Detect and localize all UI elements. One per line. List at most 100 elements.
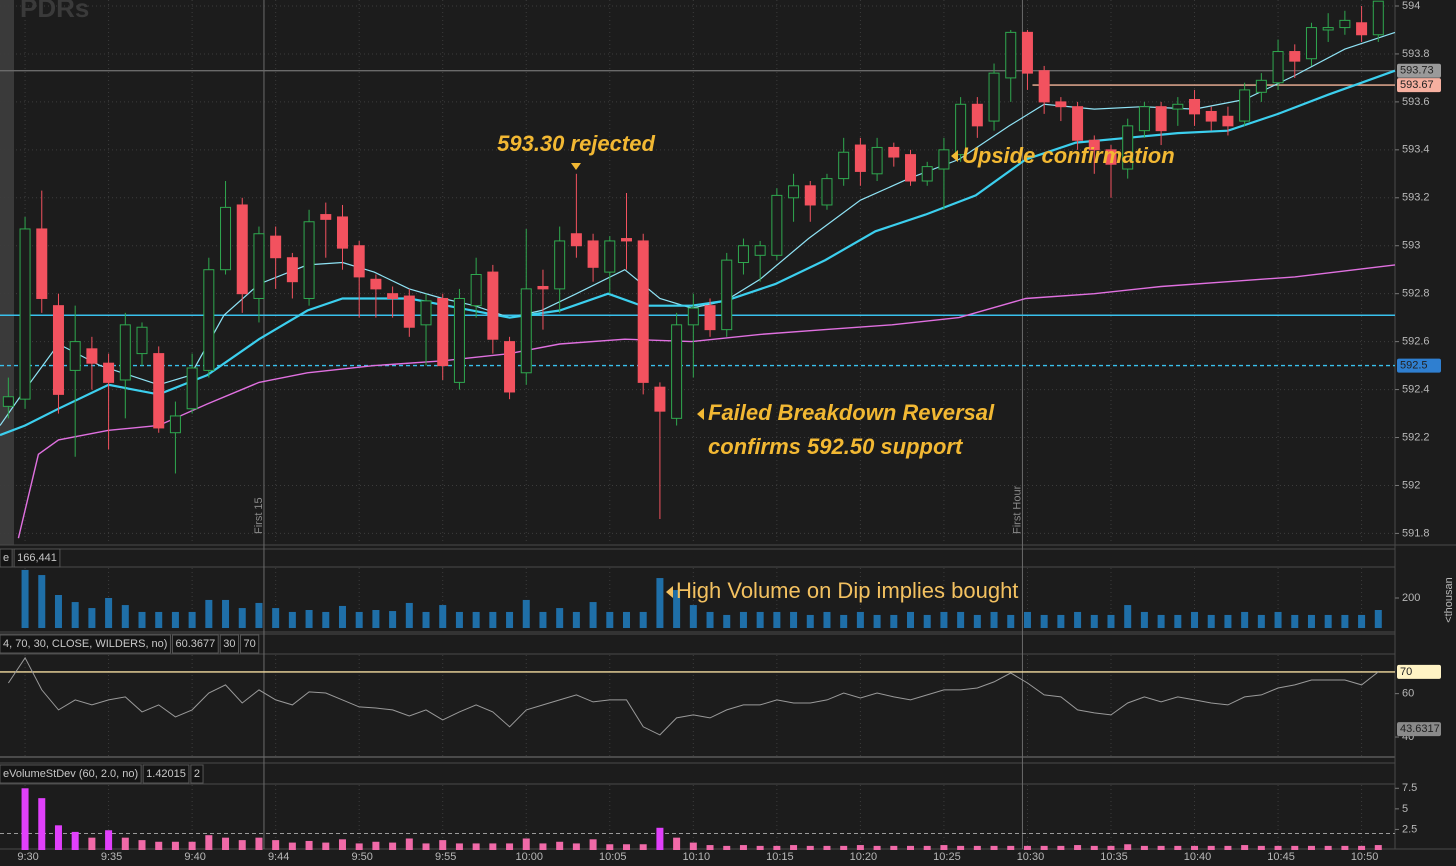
- header-text: 1.42015: [146, 768, 186, 780]
- candle-body: [704, 305, 716, 331]
- bar: [1341, 845, 1349, 850]
- bar: [54, 825, 62, 850]
- bar: [823, 611, 831, 628]
- header-cell: [219, 634, 239, 654]
- bar: [171, 841, 179, 850]
- candle-body: [69, 341, 81, 371]
- bar: [71, 831, 79, 850]
- candle-body: [286, 257, 298, 283]
- y-tick-label: 593.6: [1402, 96, 1430, 108]
- annotation: High Volume on Dip implies bought: [676, 578, 1018, 603]
- header-cell: [171, 634, 219, 654]
- bar: [222, 837, 230, 850]
- candle-body: [186, 367, 198, 410]
- y-tick-label: 60: [1402, 688, 1414, 700]
- bar: [255, 837, 263, 850]
- x-tick-label: 10:50: [1351, 851, 1379, 863]
- bar: [1174, 845, 1182, 850]
- bar: [272, 840, 280, 850]
- price-tag-label: 592.5: [1400, 360, 1428, 372]
- bar: [522, 599, 530, 628]
- candle-body: [737, 245, 749, 264]
- candle-body: [905, 154, 917, 182]
- bar: [1040, 614, 1048, 628]
- bar: [1374, 845, 1382, 850]
- candle-body: [303, 221, 315, 299]
- x-tick-label: 10:15: [766, 851, 794, 863]
- bar: [38, 798, 46, 850]
- bar: [1140, 845, 1148, 850]
- y-tick-label: 593.2: [1402, 192, 1430, 204]
- bar: [622, 611, 630, 628]
- bar: [957, 845, 965, 850]
- candle-body: [637, 240, 649, 383]
- candle-body: [1305, 27, 1317, 60]
- bar: [1274, 845, 1282, 850]
- candle-body: [1055, 101, 1067, 108]
- y-tick-label: 592: [1402, 479, 1420, 491]
- candle-body: [1105, 149, 1117, 165]
- candle-body: [587, 240, 599, 268]
- bar: [71, 602, 79, 628]
- bar: [1307, 614, 1315, 628]
- bar: [1257, 845, 1265, 850]
- bar: [322, 842, 330, 850]
- candle-body: [403, 295, 415, 328]
- candle-body: [1038, 70, 1050, 103]
- candle-body: [336, 216, 348, 249]
- bar: [506, 843, 514, 850]
- axis-label: <thousan: [1443, 577, 1455, 623]
- candle-body: [119, 324, 131, 381]
- header-text: 2: [194, 768, 200, 780]
- bar: [873, 614, 881, 628]
- bar: [155, 841, 163, 850]
- y-tick-label: 592.2: [1402, 431, 1430, 443]
- session-label: First Hour: [1011, 485, 1023, 534]
- bar: [171, 611, 179, 628]
- candle-body: [203, 269, 215, 371]
- bar: [1023, 611, 1031, 628]
- candle-body: [1372, 0, 1384, 36]
- bar: [389, 611, 397, 628]
- bar: [506, 611, 514, 628]
- bar: [1207, 614, 1215, 628]
- candle-body: [721, 259, 733, 331]
- candle-body: [821, 178, 833, 206]
- bar: [455, 611, 463, 628]
- header-cell: [0, 548, 13, 568]
- bar: [205, 599, 213, 628]
- bar: [1124, 844, 1132, 850]
- bar: [205, 835, 213, 850]
- candle-body: [370, 278, 382, 290]
- bar: [773, 611, 781, 628]
- candle-body: [136, 326, 148, 355]
- bar: [923, 845, 931, 850]
- bar: [222, 599, 230, 628]
- candle-body: [1339, 19, 1351, 29]
- header-cell: [0, 764, 142, 784]
- bar: [1257, 614, 1265, 628]
- bar: [907, 611, 915, 628]
- y-tick-label: 7.5: [1402, 782, 1417, 794]
- candle-body: [504, 341, 516, 393]
- candle-body: [19, 228, 31, 400]
- annotation: Upside confirmation: [962, 143, 1175, 168]
- x-tick-label: 9:30: [17, 851, 38, 863]
- scroll-band: [0, 0, 14, 545]
- y-tick-label: 592.4: [1402, 383, 1430, 395]
- annotation-arrow: [697, 408, 704, 420]
- bar: [338, 605, 346, 628]
- bar: [723, 614, 731, 628]
- candle-body: [420, 300, 432, 326]
- y-tick-label: 200: [1402, 592, 1420, 604]
- y-tick-label: 5: [1402, 803, 1408, 815]
- bar: [589, 602, 597, 628]
- bar: [756, 611, 764, 628]
- header-cell: [13, 548, 61, 568]
- bar: [673, 590, 681, 628]
- bar: [639, 844, 647, 850]
- candle-body: [570, 233, 582, 247]
- candle-body: [1289, 51, 1301, 62]
- bar: [556, 841, 564, 850]
